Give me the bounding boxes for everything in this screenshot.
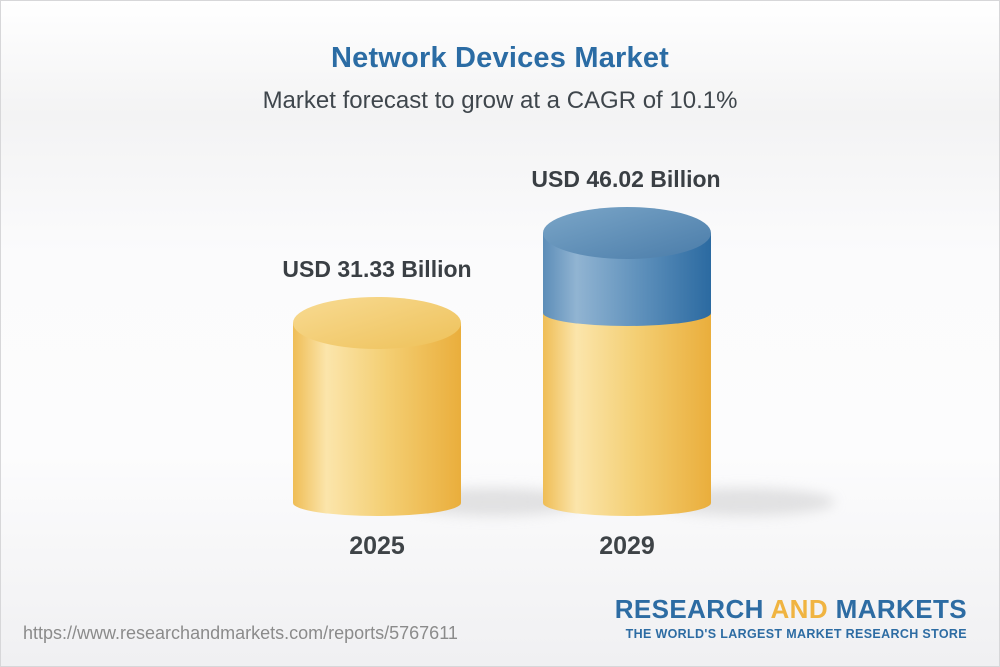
category-label-2029: 2029 (599, 532, 655, 560)
brand-word-markets: MARKETS (835, 594, 967, 624)
brand-word-research: RESEARCH (614, 594, 764, 624)
page-title: Network Devices Market (330, 42, 670, 74)
brand-tagline: THE WORLD'S LARGEST MARKET RESEARCH STOR… (625, 627, 967, 641)
brand-logo-wordmark: RESEARCH AND MARKETS (615, 594, 967, 625)
report-url: https://www.researchandmarkets.com/repor… (23, 623, 458, 643)
cylinder-2025 (293, 297, 461, 516)
category-label-2025: 2025 (349, 532, 405, 560)
cylinder-2029-cap (543, 207, 711, 259)
value-label-2029: USD 46.02 Billion (531, 166, 721, 192)
cylinder-2029-base-segment (543, 313, 711, 516)
brand-logo: RESEARCH AND MARKETS THE WORLD'S LARGEST… (615, 594, 967, 641)
cylinder-2025-body (293, 323, 461, 516)
shadow-2029 (655, 488, 835, 516)
shadow-2025 (403, 488, 583, 516)
page-subtitle: Market forecast to grow at a CAGR of 10.… (262, 87, 738, 114)
brand-word-and: AND (770, 594, 829, 624)
cylinder-2029 (543, 207, 711, 516)
cylinder-2025-cap (293, 297, 461, 349)
value-label-2025: USD 31.33 Billion (282, 256, 472, 282)
cylinder-2029-growth-segment (543, 233, 711, 326)
